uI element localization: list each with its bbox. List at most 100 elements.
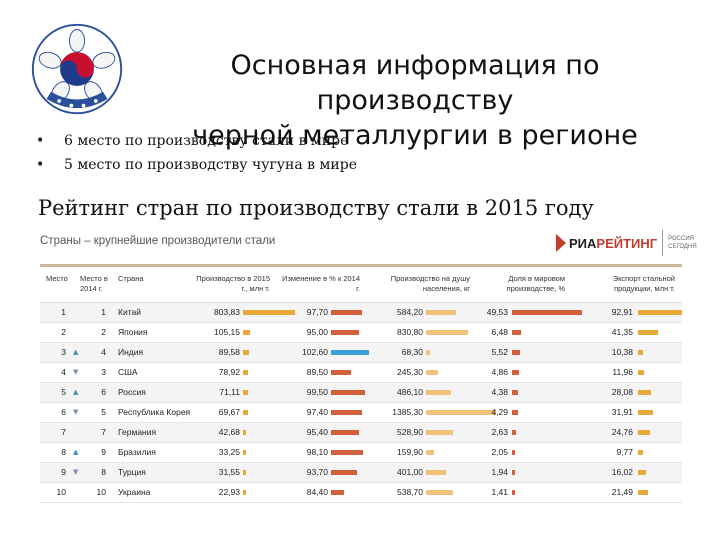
cell-change: 89,50	[306, 367, 328, 377]
bar-export	[638, 390, 652, 395]
bar-world-share	[512, 430, 516, 435]
bullet-list: • 6 место по производству стали в мире • 5…	[36, 132, 357, 180]
cell-per-capita: 159,90	[397, 447, 423, 457]
cell-rank: 4	[61, 367, 66, 377]
cell-rank: 8	[61, 447, 66, 457]
bar-production	[243, 330, 250, 335]
bar-world-share	[512, 450, 515, 455]
cell-export: 24,76	[611, 427, 633, 437]
cell-export: 11,96	[612, 367, 633, 377]
arrow-down-icon: ▼	[73, 368, 79, 376]
cell-country: Украина	[118, 487, 151, 497]
header-country: Страна	[118, 274, 144, 283]
cell-country: Бразилия	[118, 447, 156, 457]
cell-rank-2014: 7	[101, 427, 106, 437]
bar-world-share	[512, 350, 520, 355]
bar-world-share	[512, 490, 515, 495]
bar-world-share	[512, 470, 515, 475]
bar-export	[638, 310, 682, 315]
cell-production: 78,92	[218, 367, 240, 377]
cell-per-capita: 1385,30	[392, 407, 423, 417]
table-row: 3 ▲ 4 Индия 89,58 102,60 68,30 5,52 10,38	[40, 343, 682, 363]
table-row: 9 ▼ 8 Турция 31,55 93,70 401,00 1,94 16,02	[40, 463, 682, 483]
cell-per-capita: 401,00	[397, 467, 423, 477]
cell-world-share: 4,29	[491, 407, 508, 417]
header-rank-2014: Место в 2014 г.	[80, 274, 108, 293]
table-header-row: Место Место в 2014 г. Страна Производств…	[40, 268, 682, 303]
cell-change: 97,70	[306, 307, 328, 317]
cell-export: 10,38	[611, 347, 633, 357]
bar-change	[331, 390, 365, 395]
cell-production: 69,67	[218, 407, 240, 417]
cell-country: Турция	[118, 467, 146, 477]
bar-export	[638, 490, 649, 495]
cell-rank: 9	[61, 467, 66, 477]
chart-subtitle: Страны – крупнейшие производители стали	[40, 235, 276, 247]
cell-per-capita: 830,80	[397, 327, 423, 337]
bar-production	[243, 390, 248, 395]
cell-rank: 10	[56, 487, 66, 497]
cell-country: Япония	[118, 327, 148, 337]
cell-per-capita: 538,70	[397, 487, 423, 497]
header-world-share: Доля в мировом производстве, %	[506, 274, 565, 293]
bar-change	[331, 350, 369, 355]
logo-side-text: РОССИЯ СЕГОДНЯ	[668, 236, 697, 250]
bar-export	[638, 430, 650, 435]
slide-title-line-1: Основная информация по	[230, 50, 600, 82]
cell-world-share: 6,48	[491, 327, 508, 337]
bar-export	[638, 370, 644, 375]
cell-rank-2014: 2	[101, 327, 106, 337]
bullet-text: 5 место по производству чугуна в мире	[64, 157, 357, 173]
bar-production	[243, 490, 246, 495]
cell-per-capita: 486,10	[397, 387, 423, 397]
bullet-item: • 6 место по производству стали в мире	[36, 132, 357, 150]
bullet-dot-icon: •	[36, 133, 45, 149]
bar-production	[243, 450, 246, 455]
cell-world-share: 2,63	[491, 427, 508, 437]
table-row: 6 ▼ 5 Республика Корея 69,67 97,40 1385,30 4,29…	[40, 403, 682, 423]
cell-per-capita: 245,30	[397, 367, 423, 377]
cell-per-capita: 68,30	[401, 347, 423, 357]
cell-export: 41,35	[611, 327, 633, 337]
bar-production	[243, 310, 295, 315]
cell-rank: 2	[61, 327, 66, 337]
bar-world-share	[512, 330, 522, 335]
bullet-text: 6 место по производству стали в мире	[64, 133, 349, 149]
bar-production	[243, 410, 248, 415]
arrow-down-icon: ▼	[73, 408, 79, 416]
bar-export	[638, 350, 643, 355]
cell-country: Германия	[118, 427, 157, 437]
cell-world-share: 5,52	[491, 347, 508, 357]
cell-country: США	[118, 367, 138, 377]
bar-per-capita	[426, 390, 451, 395]
cell-production: 22,93	[218, 487, 240, 497]
cell-rank-2014: 3	[101, 367, 106, 377]
cell-world-share: 1,41	[491, 487, 508, 497]
bar-export	[638, 410, 654, 415]
cell-production: 105,15	[214, 327, 240, 337]
bar-world-share	[512, 310, 582, 315]
cell-export: 31,91	[611, 407, 633, 417]
cell-change: 98,10	[306, 447, 328, 457]
cell-world-share: 49,53	[486, 307, 508, 317]
bar-change	[331, 470, 357, 475]
bar-world-share	[512, 370, 519, 375]
bar-production	[243, 430, 246, 435]
table-top-rule	[40, 264, 682, 267]
cell-world-share: 4,86	[491, 367, 508, 377]
bullet-dot-icon: •	[36, 157, 45, 173]
bar-per-capita	[426, 410, 496, 415]
cell-change: 95,00	[306, 327, 328, 337]
cell-country: Республика Корея	[118, 407, 191, 417]
cell-rank-2014: 4	[101, 347, 106, 357]
cell-production: 71,11	[219, 387, 240, 397]
header-per-capita: Производство на душу населения, кг	[390, 274, 470, 293]
ria-rating-logo: РИА РЕЙТИНГ РОССИЯ СЕГОДНЯ	[556, 228, 702, 258]
logo-divider	[662, 230, 664, 256]
bar-per-capita	[426, 490, 454, 495]
table-row: 7 7 Германия 42,68 95,40 528,90 2,63 24,76	[40, 423, 682, 443]
bar-per-capita	[426, 330, 468, 335]
cell-change: 102,60	[302, 347, 328, 357]
cell-change: 97,40	[306, 407, 328, 417]
cell-change: 95,40	[306, 427, 328, 437]
